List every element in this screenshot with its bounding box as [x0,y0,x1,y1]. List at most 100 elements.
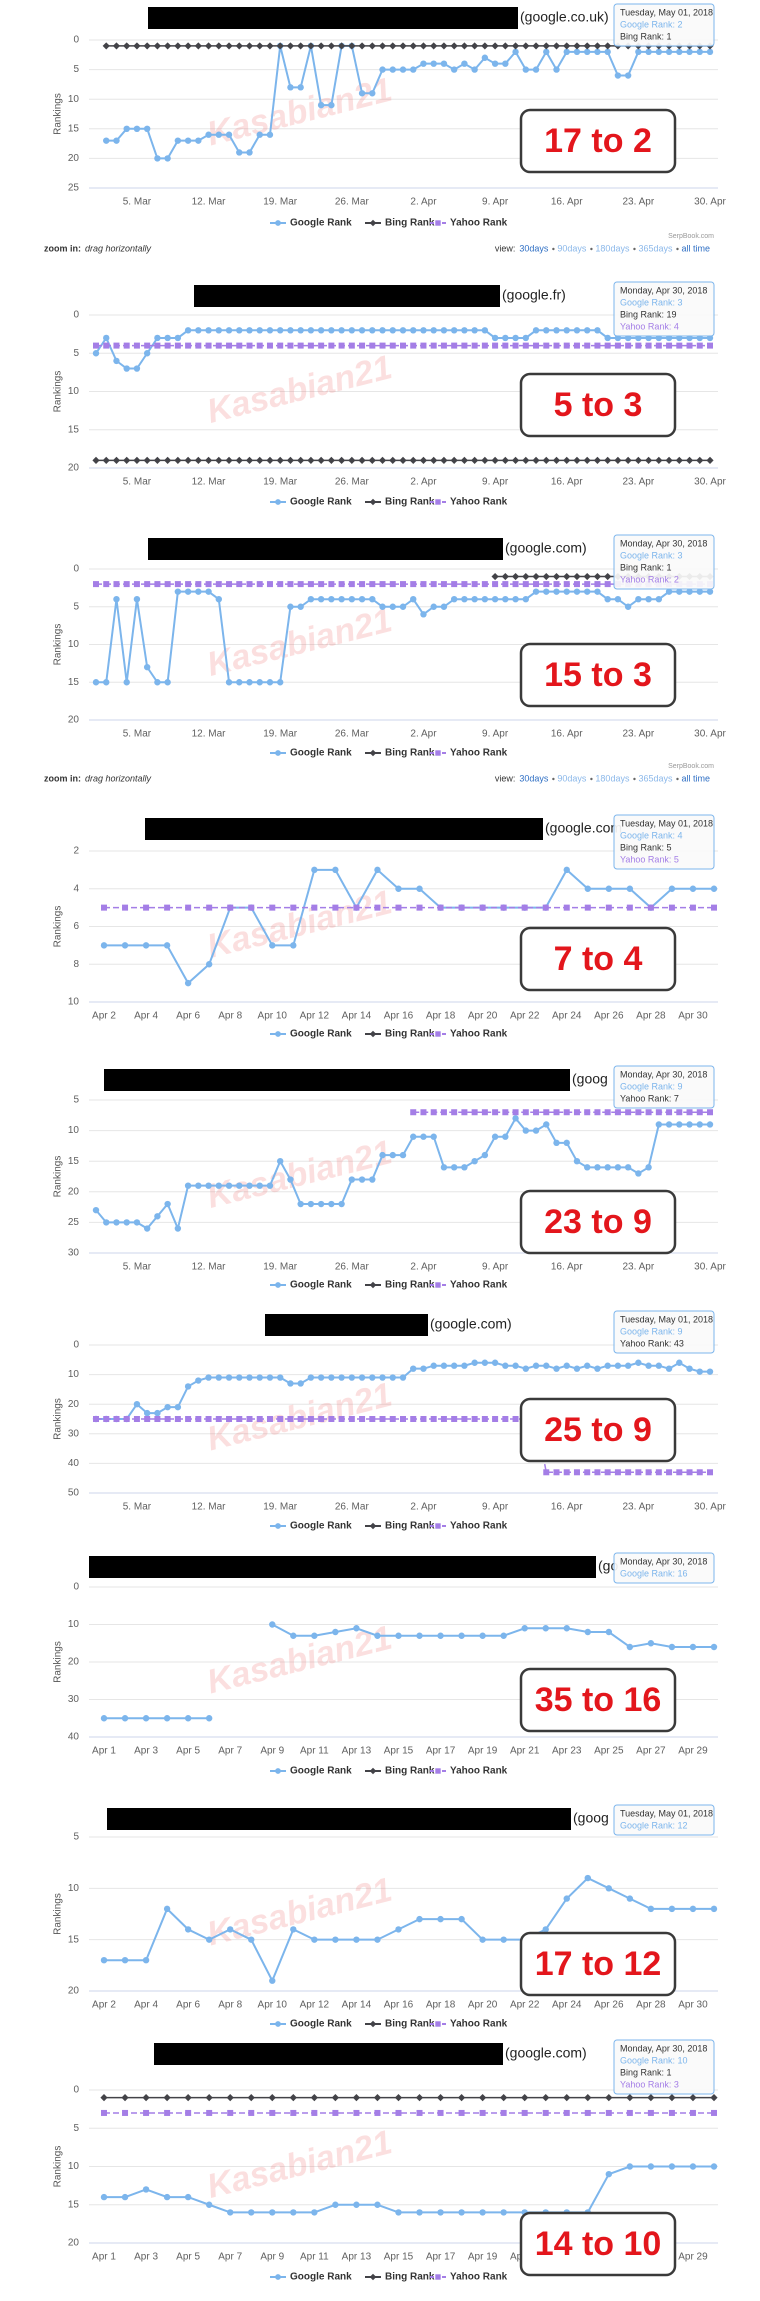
view-option[interactable]: 180days [595,773,630,783]
x-tick-label: Apr 17 [426,1746,456,1757]
marker-circle [338,1200,345,1208]
marker-square [542,904,549,911]
legend-label[interactable]: Google Rank [290,2272,352,2283]
legend-label[interactable]: Bing Rank [385,218,435,229]
marker-square [666,1469,673,1476]
marker-square [266,342,273,349]
view-option[interactable]: 90days [557,773,587,783]
marker-square [440,1416,447,1422]
legend-label[interactable]: Google Rank [290,218,352,229]
marker-circle [450,66,458,73]
legend-label[interactable]: Yahoo Rank [450,748,508,759]
legend-label[interactable]: Google Rank [290,2019,352,2030]
legend-label[interactable]: Google Rank [290,1521,352,1532]
marker-diamond [369,498,377,506]
marker-square [122,904,129,911]
view-option[interactable]: all time [681,773,710,783]
x-tick-label: Apr 18 [426,1011,456,1022]
legend-label[interactable]: Google Rank [290,1766,352,1777]
marker-square [359,342,366,349]
marker-square [164,342,171,349]
legend-label[interactable]: Yahoo Rank [450,1521,508,1532]
marker-diamond [460,456,468,464]
marker-diamond [256,456,264,464]
marker-circle [297,84,304,91]
view-option[interactable]: all time [681,243,710,253]
marker-circle [626,1643,634,1651]
legend-label[interactable]: Yahoo Rank [450,1029,508,1040]
y-tick-label: 10 [68,2161,80,2172]
marker-circle [471,1158,478,1165]
view-option[interactable]: 365days [638,773,673,783]
view-option[interactable]: 30days [519,773,549,783]
x-tick-label: 23. Apr [623,477,655,488]
marker-circle [266,327,274,334]
legend-label[interactable]: Bing Rank [385,748,435,759]
redaction-bar [194,285,500,307]
y-axis-title: Rankings [53,2146,64,2188]
legend-label[interactable]: Yahoo Rank [450,1766,508,1777]
marker-square [144,342,151,349]
marker-diamond [563,456,571,464]
marker-diamond [430,456,438,464]
legend-label[interactable]: Google Rank [290,497,352,508]
marker-square [533,1109,540,1116]
tooltip-line: Google Rank: 3 [620,297,683,307]
marker-circle [491,1133,499,1140]
legend-label[interactable]: Bing Rank [385,1521,435,1532]
y-tick-label: 10 [68,1125,80,1136]
y-tick-label: 6 [73,921,79,932]
series-line [271,1623,714,1649]
legend-label[interactable]: Bing Rank [385,2272,435,2283]
marker-square [248,2109,255,2116]
x-tick-label: Apr 14 [342,1011,372,1022]
legend-label[interactable]: Yahoo Rank [450,2272,508,2283]
marker-circle [184,327,192,334]
marker-square [481,342,488,349]
view-option[interactable]: 180days [595,243,630,253]
marker-diamond [102,456,110,464]
marker-square [236,581,243,588]
marker-circle [676,588,683,595]
marker-diamond [471,42,479,50]
marker-diamond [409,456,417,464]
marker-circle [389,603,396,610]
marker-circle [420,1133,427,1140]
marker-square [348,581,355,588]
legend-label[interactable]: Yahoo Rank [450,218,508,229]
legend-label[interactable]: Bing Rank [385,1280,435,1291]
marker-diamond [481,42,489,50]
marker-diamond [584,2094,592,2102]
marker-circle [532,1127,540,1134]
marker-square [655,342,662,349]
x-tick-label: Apr 5 [176,1746,200,1757]
marker-diamond [450,42,458,50]
legend-label[interactable]: Bing Rank [385,2019,435,2030]
view-option[interactable]: 365days [638,243,673,253]
marker-diamond [522,456,530,464]
marker-square [626,2109,633,2116]
x-tick-label: 12. Mar [192,729,227,740]
view-option[interactable]: 30days [519,243,549,253]
marker-circle [543,1121,550,1128]
legend-label[interactable]: Google Rank [290,748,352,759]
marker-square [584,904,591,911]
marker-circle [369,327,376,334]
legend-label[interactable]: Google Rank [290,1280,352,1291]
view-option[interactable]: 90days [557,243,587,253]
legend-label[interactable]: Bing Rank [385,1029,435,1040]
legend-label[interactable]: Bing Rank [385,497,435,508]
legend-label[interactable]: Google Rank [290,1029,352,1040]
marker-circle [395,1926,402,1933]
legend-label[interactable]: Yahoo Rank [450,1280,508,1291]
legend-label[interactable]: Yahoo Rank [450,497,508,508]
marker-circle [522,1127,529,1134]
y-tick-label: 20 [68,1399,80,1410]
x-tick-label: 30. Apr [694,1262,726,1273]
marker-circle [594,48,601,56]
legend-label[interactable]: Yahoo Rank [450,2019,508,2030]
marker-circle [696,1121,703,1128]
tooltip-line: Bing Rank: 1 [620,2067,672,2077]
y-tick-label: 4 [73,883,79,894]
legend-label[interactable]: Bing Rank [385,1766,435,1777]
